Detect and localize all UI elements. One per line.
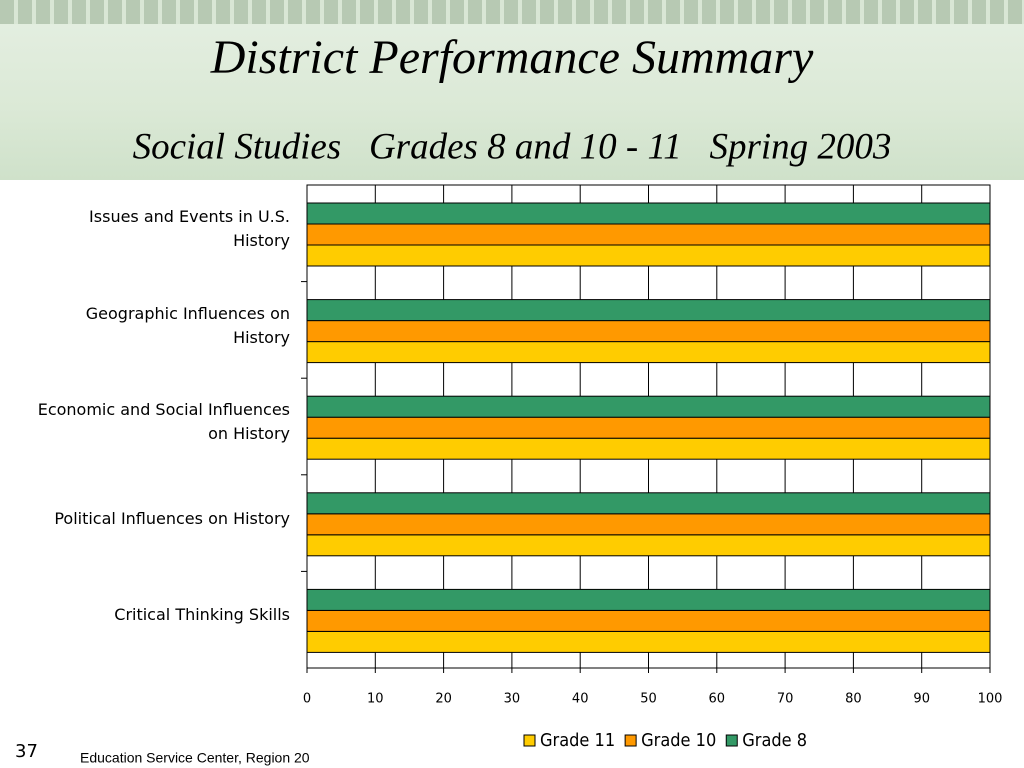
bar	[306, 223, 991, 246]
x-tick-label: 70	[777, 692, 794, 707]
legend-label: Grade 11	[540, 730, 615, 751]
y-tick-label: Economic and Social Influences on Histor…	[37, 400, 290, 444]
bar	[306, 244, 991, 267]
y-tick-label: Issues and Events in U.S. History	[89, 207, 290, 250]
bar	[306, 320, 991, 343]
bar	[306, 534, 991, 557]
x-tick-label: 90	[913, 692, 930, 707]
bar	[306, 416, 991, 439]
legend-swatch	[725, 734, 738, 747]
page-number: 37	[15, 741, 38, 762]
x-tick-label: 40	[572, 692, 589, 707]
bar	[306, 202, 991, 225]
bar	[306, 437, 991, 460]
plot-frame	[306, 184, 991, 669]
header-band	[0, 0, 1024, 180]
x-tick-label: 0	[303, 692, 311, 707]
legend-swatch	[624, 734, 637, 747]
bar	[306, 492, 991, 515]
footer-org: Education Service Center, Region 20	[80, 750, 310, 766]
bar	[306, 395, 991, 418]
legend-swatch	[523, 734, 536, 747]
title: District Performance Summary	[210, 31, 814, 84]
subtitle: Social Studies Grades 8 and 10 - 11 Spri…	[133, 126, 892, 167]
y-tick-label: Political Influences on History	[54, 508, 290, 528]
legend-label: Grade 10	[641, 730, 716, 751]
bar	[306, 609, 991, 632]
bar	[306, 630, 991, 653]
x-tick-label: 50	[640, 692, 657, 707]
y-tick-label: Critical Thinking Skills	[114, 605, 290, 625]
header-stripe	[0, 0, 1024, 24]
bar	[306, 588, 991, 611]
x-tick-label: 20	[435, 692, 452, 707]
x-tick-label: 10	[367, 692, 384, 707]
y-tick-label: Geographic Influences on History	[85, 303, 290, 347]
x-tick-label: 100	[978, 692, 1003, 707]
bar	[306, 299, 991, 322]
x-tick-label: 30	[504, 692, 521, 707]
legend-label: Grade 8	[742, 730, 807, 751]
x-tick-label: 80	[845, 692, 862, 707]
x-tick-label: 60	[709, 692, 726, 707]
bar	[306, 341, 991, 364]
bar	[306, 513, 991, 536]
